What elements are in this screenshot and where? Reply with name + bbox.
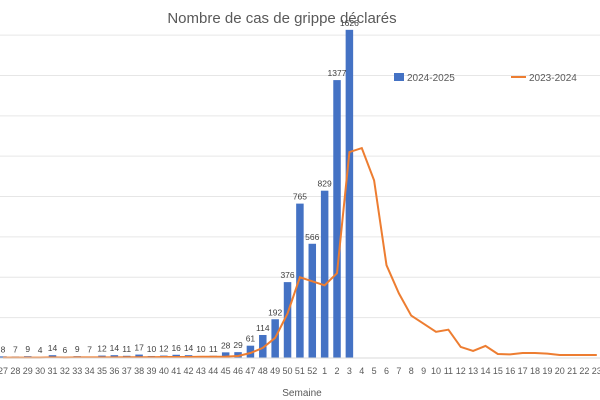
x-tick-label-48: 48 [258,366,268,376]
x-tick-label-34: 34 [85,366,95,376]
data-label-week-42: 14 [184,343,194,353]
x-tick-label-51: 51 [295,366,305,376]
data-label-week-44: 11 [209,344,218,354]
gridlines [0,34,600,359]
x-tick-label-29: 29 [23,366,33,376]
x-tick-label-3: 3 [347,366,352,376]
data-label-week-32: 6 [62,345,67,355]
data-label-week-40: 12 [159,344,169,354]
x-tick-label-39: 39 [146,366,156,376]
x-tick-label-13: 13 [468,366,478,376]
data-label-week-51: 765 [293,192,307,202]
x-tick-label-14: 14 [480,366,490,376]
x-tick-labels: 27 28 29 30 31 32 33 34 35 36 37 38 39 40 41 42 43 44 45 46… [0,366,600,376]
data-label-week-28: 7 [13,345,18,355]
x-tick-label-6: 6 [384,366,389,376]
data-label-week-34: 7 [87,345,92,355]
x-tick-label-47: 47 [245,366,255,376]
bar-2024-2025-week-1 [320,190,329,358]
x-tick-label-44: 44 [208,366,218,376]
x-tick-label-8: 8 [409,366,414,376]
data-label-week-3: 1626 [340,18,359,28]
x-tick-label-18: 18 [530,366,540,376]
x-tick-label-10: 10 [431,366,441,376]
x-tick-label-30: 30 [35,366,45,376]
x-tick-label-22: 22 [579,366,589,376]
x-tick-label-38: 38 [134,366,144,376]
x-tick-label-27: 27 [0,366,8,376]
data-label-week-33: 9 [75,344,80,354]
x-tick-label-46: 46 [233,366,243,376]
data-label-week-38: 17 [134,343,144,353]
x-tick-label-52: 52 [307,366,317,376]
data-label-week-2: 1377 [328,68,347,78]
data-label-week-46: 29 [233,340,243,350]
bar-2024-2025-week-51 [296,203,304,358]
data-label-week-45: 28 [221,340,231,350]
bar-2024-2025-week-3 [345,29,354,359]
x-tick-label-5: 5 [372,366,377,376]
data-label-week-30: 4 [38,345,43,355]
data-label-week-48: 114 [256,323,270,333]
bar-2024-2025-week-45 [221,352,230,358]
x-tick-label-33: 33 [72,366,82,376]
bar-2024-2025-week-50 [283,282,292,358]
x-tick-label-32: 32 [60,366,70,376]
bar-2024-2025-week-2 [333,80,341,358]
bar-2024-2025-week-47 [246,345,255,358]
data-label-week-31: 14 [48,343,58,353]
data-label-week-41: 16 [171,343,181,353]
x-tick-label-20: 20 [555,366,565,376]
x-tick-label-15: 15 [493,366,503,376]
data-label-week-1: 829 [318,179,332,189]
legend-swatch-2024-2025 [394,73,404,81]
x-tick-label-19: 19 [542,366,552,376]
legend: 2024-2025 2023-2024 [394,73,577,84]
x-tick-label-28: 28 [10,366,20,376]
bar-2024-2025-week-48 [259,334,267,358]
x-tick-label-41: 41 [171,366,181,376]
x-axis-title: Semaine [282,388,322,399]
data-label-week-43: 10 [196,344,206,354]
x-tick-label-40: 40 [159,366,169,376]
series-line-2023-2024 [3,146,597,359]
data-label-week-52: 566 [305,232,319,242]
x-tick-label-35: 35 [97,366,107,376]
x-tick-label-42: 42 [184,366,194,376]
x-tick-label-9: 9 [421,366,426,376]
data-label-week-27: 8 [1,344,6,354]
x-tick-label-23: 23 [592,366,600,376]
legend-label-2024-2025: 2024-2025 [407,73,455,84]
x-tick-label-43: 43 [196,366,206,376]
x-tick-label-37: 37 [122,366,132,376]
chart-title: Nombre de cas de grippe déclarés [167,10,396,27]
x-tick-label-4: 4 [359,366,364,376]
x-tick-label-1: 1 [322,366,327,376]
bar-data-labels: 8 7 9 4 14 6 9 7 12 14 11 17 10 12 16 14 10 11 28 296111419… [1,18,359,355]
x-tick-label-11: 11 [444,366,453,376]
data-label-week-29: 9 [25,344,30,354]
x-tick-label-2: 2 [335,366,340,376]
data-label-week-35: 12 [97,344,107,354]
x-tick-label-16: 16 [505,366,515,376]
x-tick-label-31: 31 [47,366,57,376]
legend-label-2023-2024: 2023-2024 [529,73,577,84]
data-label-week-49: 192 [268,307,282,317]
data-label-week-37: 11 [122,344,131,354]
x-tick-label-17: 17 [518,366,528,376]
data-label-week-47: 61 [246,334,256,344]
x-tick-label-21: 21 [567,366,577,376]
data-label-week-50: 376 [280,270,294,280]
x-tick-label-45: 45 [221,366,231,376]
x-tick-label-36: 36 [109,366,119,376]
data-label-week-39: 10 [147,344,157,354]
x-tick-label-7: 7 [396,366,401,376]
data-label-week-36: 14 [110,343,120,353]
x-tick-label-50: 50 [283,366,293,376]
x-tick-label-49: 49 [270,366,280,376]
bar-2024-2025-week-52 [308,243,317,358]
x-tick-label-12: 12 [456,366,466,376]
